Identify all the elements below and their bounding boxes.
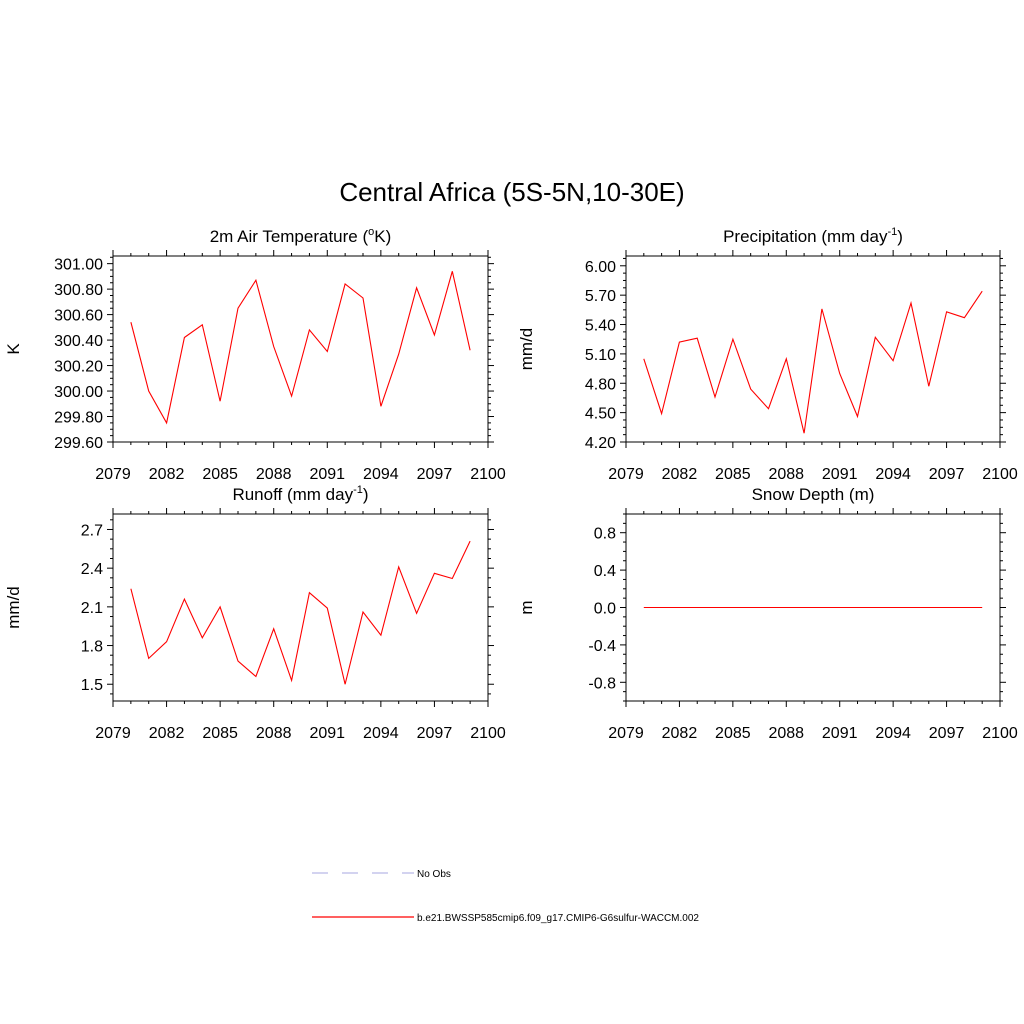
x-tick-label: 2085	[202, 725, 238, 742]
y-tick-label: 300.40	[54, 333, 103, 350]
legend-label: No Obs	[417, 869, 451, 880]
y-axis-label: m	[517, 600, 536, 614]
y-tick-label: 5.10	[585, 347, 616, 364]
y-tick-label: 5.70	[585, 288, 616, 305]
x-tick-label: 2079	[608, 466, 644, 483]
y-tick-label: 4.50	[585, 406, 616, 423]
y-tick-label: 2.7	[81, 522, 103, 539]
panel-title-suffix: K)	[374, 227, 391, 246]
x-tick-label: 2082	[149, 466, 185, 483]
y-tick-label: 1.5	[81, 677, 103, 694]
x-tick-label: 2088	[256, 466, 292, 483]
figure-title: Central Africa (5S-5N,10-30E)	[339, 177, 684, 207]
panel-title: Snow Depth (m)	[752, 485, 875, 504]
x-tick-label: 2079	[95, 466, 131, 483]
y-tick-label: 299.60	[54, 435, 103, 452]
y-tick-label: 2.4	[81, 561, 103, 578]
y-tick-label: 2.1	[81, 600, 103, 617]
y-tick-label: 299.80	[54, 410, 103, 427]
y-tick-label: 6.00	[585, 259, 616, 276]
x-tick-label: 2085	[715, 466, 751, 483]
y-axis-label: mm/d	[517, 328, 536, 371]
panel-title-suffix: )	[363, 485, 369, 504]
panel-1: 2079 2082 2085 2088 2091 2094 2097 2100 299.60 29…	[4, 226, 506, 483]
plot-frame	[625, 255, 1001, 443]
plot-frame	[112, 513, 489, 702]
x-tick-label: 2085	[715, 725, 751, 742]
y-tick-label: 301.00	[54, 257, 103, 274]
panel-title: 2m Air Temperature (oK)	[210, 226, 392, 246]
y-tick-label: 0.8	[594, 526, 616, 543]
x-tick-label: 2085	[202, 466, 238, 483]
x-tick-label: 2094	[363, 725, 399, 742]
panels-group: 2079 2082 2085 2088 2091 2094 2097 2100 299.60 29…	[4, 226, 1018, 742]
x-tick-label: 2079	[608, 725, 644, 742]
x-tick-label: 2082	[149, 725, 185, 742]
plot-frame	[112, 255, 489, 443]
y-axis-label: mm/d	[4, 586, 23, 629]
y-tick-label: 4.80	[585, 376, 616, 393]
x-tick-label: 2097	[929, 466, 965, 483]
x-tick-label: 2100	[470, 466, 506, 483]
panel-title: Precipitation (mm day-1)	[723, 226, 903, 246]
x-tick-label: 2097	[417, 466, 453, 483]
x-tick-label: 2100	[982, 725, 1018, 742]
y-tick-label: 5.40	[585, 318, 616, 335]
series-line	[643, 290, 983, 434]
x-tick-label: 2100	[982, 466, 1018, 483]
panel-title: Runoff (mm day-1)	[232, 484, 368, 504]
series-line	[130, 540, 471, 685]
panel-title-superscript: -1	[353, 484, 363, 496]
series-line	[130, 271, 471, 425]
y-tick-label: 300.60	[54, 308, 103, 325]
panel-title-suffix: )	[897, 227, 903, 246]
panel-title-text: Runoff (mm day	[232, 485, 353, 504]
panel-3: 2079 2082 2085 2088 2091 2094 2097 2100 1.5 1.8 2.…	[4, 484, 506, 742]
y-tick-label: 300.00	[54, 384, 103, 401]
y-tick-label: 0.4	[594, 563, 616, 580]
y-tick-label: 1.8	[81, 639, 103, 656]
y-tick-label: 0.0	[594, 601, 616, 618]
x-tick-label: 2097	[929, 725, 965, 742]
y-tick-label: -0.8	[588, 675, 616, 692]
x-tick-label: 2091	[309, 466, 345, 483]
x-tick-label: 2100	[470, 725, 506, 742]
panel-title-superscript: -1	[887, 226, 897, 238]
y-tick-label: 4.20	[585, 435, 616, 452]
x-tick-label: 2091	[309, 725, 345, 742]
x-tick-label: 2091	[822, 725, 858, 742]
panel-title-text: 2m Air Temperature (	[210, 227, 369, 246]
legend-entry: b.e21.BWSSP585cmip6.f09_g17.CMIP6-G6sulf…	[312, 913, 699, 924]
x-tick-label: 2088	[768, 466, 804, 483]
x-tick-label: 2094	[363, 466, 399, 483]
x-tick-label: 2091	[822, 466, 858, 483]
x-tick-label: 2082	[662, 466, 698, 483]
legend: No Obs b.e21.BWSSP585cmip6.f09_g17.CMIP6-…	[312, 869, 699, 924]
legend-label: b.e21.BWSSP585cmip6.f09_g17.CMIP6-G6sulf…	[417, 913, 699, 924]
x-tick-label: 2088	[768, 725, 804, 742]
x-tick-label: 2082	[662, 725, 698, 742]
panel-title-text: Precipitation (mm day	[723, 227, 888, 246]
panel-4: 2079 2082 2085 2088 2091 2094 2097 2100 -0.8 -0.4…	[517, 485, 1018, 742]
x-tick-label: 2079	[95, 725, 131, 742]
y-tick-label: 300.80	[54, 282, 103, 299]
y-tick-label: -0.4	[588, 638, 616, 655]
y-tick-label: 300.20	[54, 359, 103, 376]
panel-2: 2079 2082 2085 2088 2091 2094 2097 2100 4.20 4.50…	[517, 226, 1018, 483]
legend-entry: No Obs	[312, 869, 451, 880]
y-axis-label: K	[4, 343, 23, 355]
panel-title-superscript: o	[368, 226, 374, 238]
x-tick-label: 2094	[875, 725, 911, 742]
x-tick-label: 2097	[417, 725, 453, 742]
panel-title-text: Snow Depth (m)	[752, 485, 875, 504]
x-tick-label: 2088	[256, 725, 292, 742]
x-tick-label: 2094	[875, 466, 911, 483]
